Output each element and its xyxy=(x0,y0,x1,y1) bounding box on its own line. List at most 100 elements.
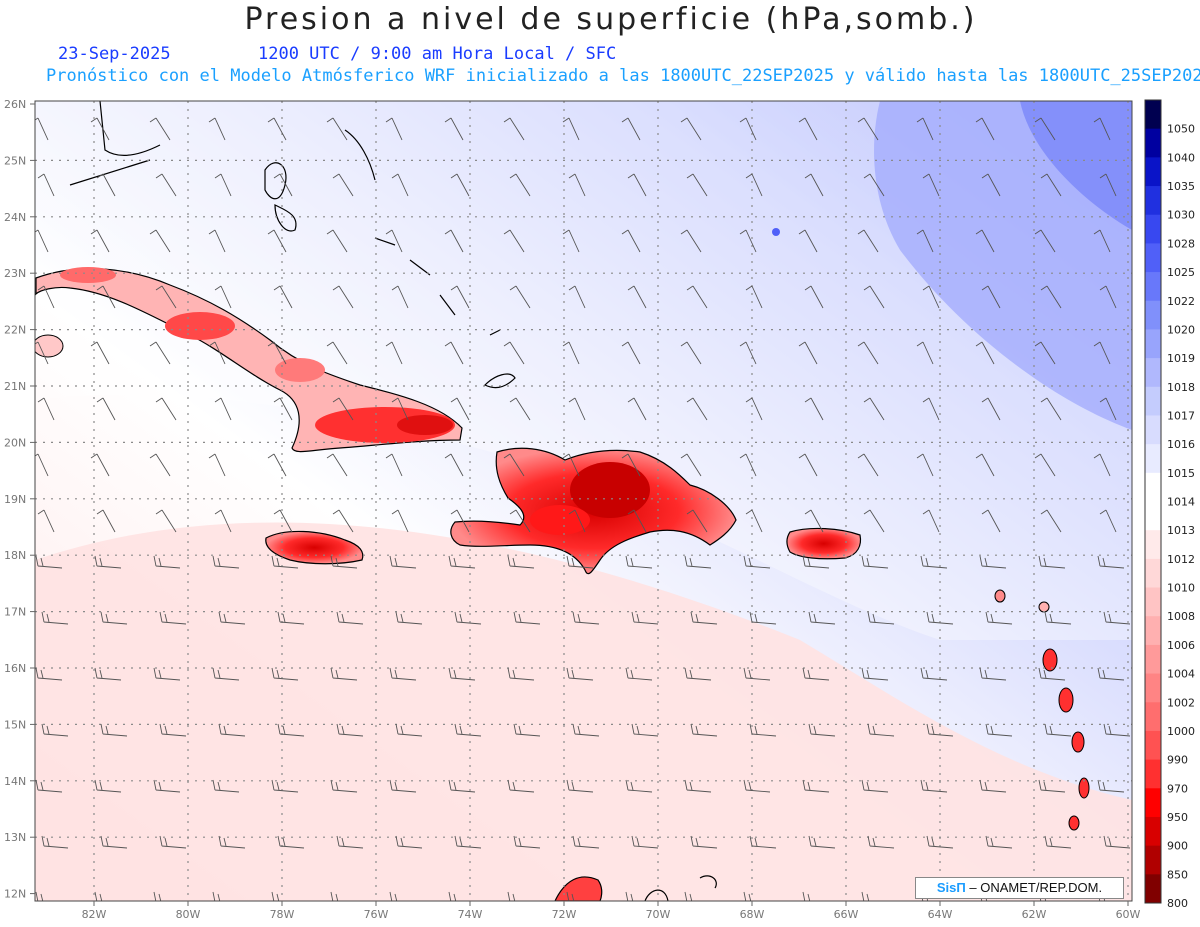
wind-barb xyxy=(572,611,600,625)
wind-barb xyxy=(1097,555,1125,569)
wind-barb xyxy=(1097,779,1125,793)
pressure-colorbar: 1050 1040 1035 1030 1028 1025 1022 1020 1019 1018… xyxy=(1144,99,1195,910)
colorbar-swatch xyxy=(1145,816,1161,847)
credit-label: – ONAMET/REP.DOM. xyxy=(969,880,1103,895)
wind-barb xyxy=(798,341,818,365)
colorbar-label: 1014 xyxy=(1167,496,1195,509)
lon-label: 72W xyxy=(552,908,577,921)
colorbar-swatch xyxy=(1145,644,1161,675)
wind-barb xyxy=(863,173,885,197)
wind-barb xyxy=(861,779,889,793)
colorbar-label: 1013 xyxy=(1167,524,1195,537)
wind-barb xyxy=(1040,509,1062,533)
wind-barb xyxy=(867,611,895,625)
longitude-labels: 82W 80W 78W 76W 74W 72W 70W 68W 66W 64W 62W 60W xyxy=(82,901,1141,921)
wind-barb xyxy=(395,723,423,737)
wind-barb xyxy=(631,611,659,625)
map-plot-area xyxy=(35,101,1132,901)
wind-barb xyxy=(94,555,122,569)
wind-barb xyxy=(450,173,470,197)
wind-barb xyxy=(1099,397,1117,421)
wind-barb xyxy=(41,611,69,625)
colorbar-swatch xyxy=(1145,788,1161,818)
colorbar-label: 1016 xyxy=(1167,438,1195,451)
wind-barb xyxy=(267,229,287,253)
wind-barb xyxy=(389,667,417,681)
wind-barb xyxy=(690,723,718,737)
wind-barb xyxy=(153,779,181,793)
wind-barb xyxy=(568,509,586,533)
wind-barb xyxy=(922,397,940,421)
wind-barb xyxy=(444,453,464,477)
wind-barb xyxy=(267,453,287,477)
colorbar-swatch xyxy=(1145,100,1161,130)
wind-barb xyxy=(90,453,110,477)
colorbar-swatch xyxy=(1145,444,1161,474)
wind-barb xyxy=(35,341,49,365)
lat-lon-grid xyxy=(35,101,1132,901)
wind-barb xyxy=(94,779,122,793)
wind-barb xyxy=(507,667,535,681)
wind-barb xyxy=(214,285,232,309)
wind-barb xyxy=(981,397,1001,421)
wind-barb xyxy=(621,117,641,141)
wind-barb xyxy=(985,835,1013,849)
wind-barb xyxy=(385,229,403,253)
lon-label: 70W xyxy=(646,908,671,921)
wind-barb xyxy=(208,229,226,253)
lat-label: 19N xyxy=(4,493,26,506)
wind-barb xyxy=(448,555,476,569)
wind-barb xyxy=(566,779,594,793)
wind-barb xyxy=(212,667,240,681)
colorbar-swatch xyxy=(1145,501,1161,531)
wind-barb xyxy=(513,835,541,849)
lat-label: 20N xyxy=(4,436,26,449)
wind-barb xyxy=(149,453,171,477)
wind-barb xyxy=(454,835,482,849)
wind-barb xyxy=(1103,611,1131,625)
wind-barb xyxy=(979,667,1007,681)
wind-barb xyxy=(100,835,128,849)
wind-barb xyxy=(572,723,600,737)
wind-barb xyxy=(975,117,995,141)
wind-barb xyxy=(804,285,824,309)
wind-barb xyxy=(277,611,305,625)
wind-barb xyxy=(214,509,232,533)
wind-barb xyxy=(745,285,763,309)
colorbar-swatch xyxy=(1145,329,1161,359)
wind-barb xyxy=(273,285,293,309)
wind-barb xyxy=(37,397,55,421)
lat-label: 12N xyxy=(4,888,26,901)
wind-barb xyxy=(149,117,171,141)
lat-label: 26N xyxy=(4,98,26,111)
lon-label: 82W xyxy=(82,908,107,921)
lon-label: 74W xyxy=(458,908,483,921)
wind-barb xyxy=(749,723,777,737)
colorbar-swatch xyxy=(1145,530,1161,560)
wind-barb xyxy=(926,835,954,849)
wind-barb xyxy=(454,611,482,625)
wind-barb xyxy=(627,509,647,533)
wind-barb xyxy=(916,229,934,253)
wind-barb xyxy=(332,397,354,421)
colorbar-swatch xyxy=(1145,214,1161,244)
colorbar-label: 1018 xyxy=(1167,381,1195,394)
wind-barb xyxy=(739,453,757,477)
wind-barb xyxy=(96,509,116,533)
wind-barb xyxy=(857,229,879,253)
wind-barb xyxy=(572,835,600,849)
wind-barb xyxy=(332,285,354,309)
wind-barb xyxy=(332,173,354,197)
wind-barb xyxy=(218,835,246,849)
lon-label: 76W xyxy=(364,908,389,921)
wind-barb xyxy=(684,555,712,569)
wind-barb xyxy=(100,723,128,737)
wind-barb xyxy=(503,453,525,477)
colorbar-label: 1040 xyxy=(1167,151,1195,164)
wind-barb xyxy=(271,779,299,793)
wind-barb xyxy=(326,229,348,253)
wind-barb xyxy=(509,173,531,197)
wind-barb xyxy=(444,229,464,253)
wind-barb xyxy=(336,723,364,737)
wind-barb xyxy=(273,173,293,197)
